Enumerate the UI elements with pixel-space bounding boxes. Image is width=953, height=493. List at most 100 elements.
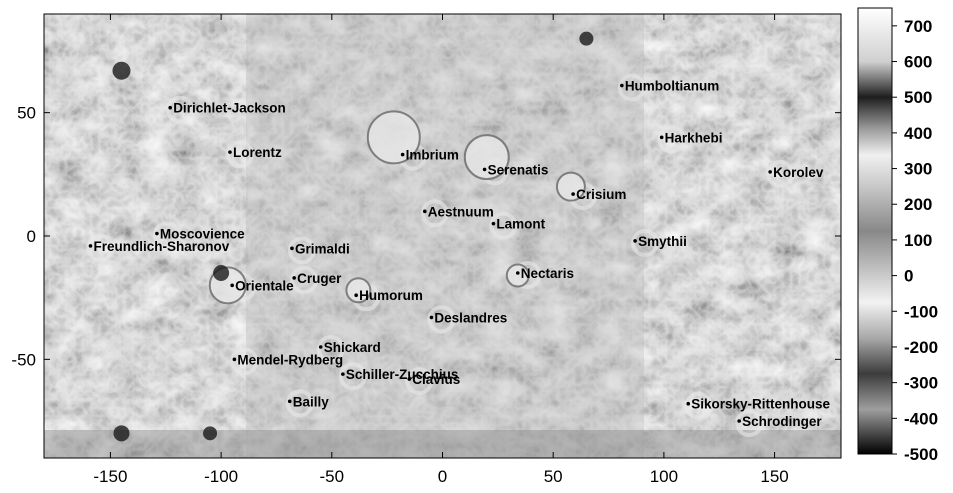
basin-marker: Grimaldi	[290, 241, 350, 256]
basin-ring	[766, 159, 795, 188]
basin-label: Lamont	[496, 217, 545, 232]
basin-dot	[287, 399, 292, 404]
basin-marker: Bailly	[287, 394, 330, 409]
basin-label: Crisium	[576, 187, 626, 202]
basin-label: Orientale	[235, 278, 294, 293]
basin-label: Grimaldi	[295, 241, 350, 256]
basin-labels: Humboltianum Dirichlet-Jackson Harkhebi Lor…	[88, 79, 831, 429]
basin-marker: Serenatis	[482, 162, 548, 177]
basin-marker: Crisium	[571, 187, 626, 202]
x-tick-label: -50	[320, 467, 345, 486]
colorbar-label: -200	[904, 338, 938, 357]
basin-label: Cruger	[297, 271, 342, 286]
basin-dot	[168, 105, 172, 110]
dark-anomaly	[112, 61, 131, 80]
map-image	[44, 14, 841, 458]
basin-dot	[571, 192, 575, 196]
mascon-disk	[366, 110, 421, 165]
basin-marker: Smythii	[633, 234, 687, 249]
basin-marker: Korolev	[768, 165, 824, 180]
basin-marker: Sikorsky-Rittenhouse	[686, 397, 831, 412]
colorbar-label: 700	[904, 17, 932, 36]
colorbar: 700 600 500 400 300 200 100 0 -100 -200 -300 -400 -5…	[857, 7, 938, 464]
basin-marker: Dirichlet-Jackson	[168, 101, 286, 116]
dark-anomaly	[203, 426, 218, 441]
basin-label: Humboltianum	[625, 79, 720, 94]
dark-anomaly	[113, 425, 130, 442]
basin-ring	[489, 211, 518, 240]
basin-marker: Mendel-Rydberg	[232, 352, 343, 367]
basin-dot	[620, 83, 624, 88]
basin-dot	[768, 170, 772, 174]
x-tick-label: -100	[204, 467, 238, 486]
basin-ring	[166, 95, 195, 124]
basin-marker: Schiller-Zucchius	[341, 367, 458, 382]
x-axis: -150 -100 -50 0 50 100 150	[93, 14, 789, 486]
basin-marker: Harkhebi	[659, 130, 723, 145]
colorbar-label: -300	[904, 374, 938, 393]
basin-ring	[290, 265, 319, 294]
basin-label: Nectaris	[521, 266, 574, 281]
basin-label: Korolev	[773, 165, 824, 180]
colorbar-label: -100	[904, 302, 938, 321]
basin-marker: Deslandres	[429, 310, 507, 325]
mascon-disk	[505, 263, 530, 288]
basin-ring	[735, 409, 764, 437]
basin-marker: Imbrium	[400, 148, 459, 163]
basin-label: Mendel-Rydberg	[237, 352, 343, 367]
basin-ring	[285, 389, 314, 418]
colorbar-label: 100	[904, 231, 932, 250]
basin-ring	[287, 236, 316, 265]
basin-marker: Freundlich-Sharonov	[88, 239, 230, 254]
basin-dot	[491, 221, 496, 226]
basin-dot	[318, 345, 323, 349]
x-tick-label: 0	[438, 467, 447, 486]
basin-marker: Cruger	[292, 271, 342, 286]
basin-label: Aestnuum	[428, 204, 494, 219]
basin-dot	[659, 135, 664, 140]
basin-marker: Humorum	[354, 288, 423, 303]
basin-ring	[152, 221, 181, 250]
basin-dot	[737, 419, 741, 423]
basin-dot	[88, 244, 93, 248]
basin-label: Harkhebi	[665, 130, 723, 145]
x-tick-label: 150	[760, 467, 788, 486]
basin-ring	[684, 391, 713, 420]
y-axis: 50 0 -50	[11, 104, 841, 369]
basin-label: Humorum	[359, 288, 423, 303]
basin-dot	[407, 377, 412, 381]
x-tick-label: -150	[93, 467, 127, 486]
basin-label: Bailly	[293, 394, 330, 409]
basin-label: Clavius	[412, 372, 460, 387]
basin-marker: Lamont	[491, 217, 546, 232]
basin-dot	[429, 315, 434, 320]
basin-marker: Nectaris	[515, 266, 574, 281]
basin-dot	[482, 167, 487, 172]
colorbar-label: 600	[904, 53, 932, 72]
basin-ring	[225, 140, 254, 169]
basin-marker: Humboltianum	[620, 79, 719, 94]
basin-ring	[86, 233, 115, 262]
basin-label: Sikorsky-Rittenhouse	[691, 397, 830, 412]
basin-dot	[686, 401, 691, 406]
basin-ring	[631, 228, 660, 257]
basin-marker: Clavius	[407, 372, 460, 387]
basin-marker: Lorentz	[228, 145, 282, 160]
basin-dot	[633, 239, 637, 243]
basin-dot	[230, 283, 234, 288]
basin-dot	[400, 152, 405, 157]
y-tick-label: 50	[17, 104, 36, 123]
basin-dot	[290, 246, 294, 251]
basin-ring	[405, 367, 434, 396]
basin-marker: Shickard	[318, 340, 381, 355]
basin-label: Imbrium	[406, 148, 459, 163]
basin-ring	[420, 199, 449, 228]
dark-anomaly	[579, 31, 594, 46]
basin-dot	[341, 372, 345, 376]
basin-label: Dirichlet-Jackson	[173, 101, 286, 116]
basin-marker: Schrodinger	[737, 414, 822, 429]
basin-label: Schiller-Zucchius	[346, 367, 459, 382]
x-tick-label: 100	[650, 467, 678, 486]
basin-dot	[228, 150, 232, 154]
